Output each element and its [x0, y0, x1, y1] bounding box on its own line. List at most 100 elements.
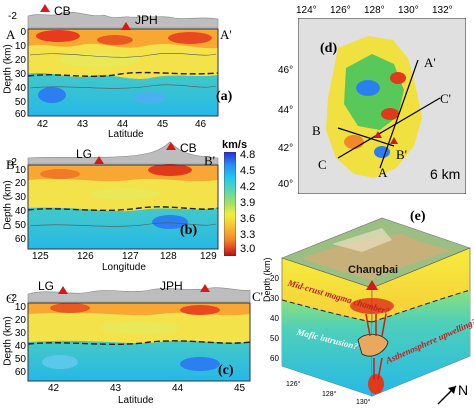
depth-tick: 40 — [14, 206, 26, 217]
lon-tick: 124° — [296, 5, 317, 16]
colorbar-tick: 4.8 — [240, 149, 256, 161]
depth-tick: 0 — [20, 27, 26, 38]
volcano-label: CB — [180, 141, 197, 155]
lon-tick: 126° — [330, 5, 351, 16]
volcano-marker-icon — [121, 22, 131, 30]
volcano-marker-icon — [166, 142, 176, 150]
y-axis-label: Depth (km) — [2, 180, 14, 230]
map-line-label: B — [312, 123, 321, 138]
depth-ticks: 10 20 30 40 50 60 — [12, 303, 26, 387]
volcano-marker-icon — [374, 131, 382, 138]
block-graphic — [281, 217, 471, 405]
block-depth-tick: 50 — [270, 334, 279, 343]
colorbar-tick: 3.3 — [240, 229, 256, 241]
x-tick: 127 — [122, 251, 139, 262]
colorbar-gradient — [224, 152, 236, 256]
block-3d-panel: (e) Changbai Mid-crust magma chamber? Ma… — [262, 204, 474, 410]
x-tick: 129 — [200, 251, 217, 262]
lon-tick: 132° — [432, 5, 453, 16]
colorbar-tick: 3.9 — [240, 197, 256, 209]
x-axis-label: Latitude — [108, 129, 144, 140]
depth-ticks: 0 10 20 30 40 50 60 — [12, 28, 26, 120]
topo-tick: -2 — [8, 157, 17, 168]
volcano-marker-icon — [366, 280, 378, 290]
depth-tick: 50 — [14, 220, 26, 231]
profile-start-label: C — [6, 291, 15, 306]
colorbar-unit: km/s — [222, 139, 248, 151]
depth-tick: 60 — [14, 109, 26, 120]
section-a-graphic — [27, 4, 219, 117]
x-tick: 45 — [234, 383, 246, 394]
depth-tick: 30 — [14, 192, 26, 203]
volcano-marker-icon — [40, 4, 50, 12]
volcano-marker-icon — [200, 284, 210, 292]
panel-label: (a) — [216, 89, 233, 104]
depth-ticks: 10 20 30 40 50 60 — [12, 166, 26, 254]
lat-tick: 40° — [278, 179, 294, 190]
depth-tick: 50 — [14, 97, 26, 108]
block-depth-tick: 30 — [270, 294, 279, 303]
x-tick: 44 — [172, 383, 184, 394]
depth-slice-label: 6 km — [430, 166, 461, 182]
depth-tick: 10 — [14, 165, 26, 176]
panel-label: (e) — [410, 209, 426, 224]
colorbar-tick: 4.5 — [240, 165, 256, 177]
panel-label: (c) — [218, 363, 234, 378]
depth-tick: 10 — [14, 41, 26, 52]
lat-tick: 44° — [278, 105, 294, 116]
x-tick: 46 — [195, 119, 207, 130]
lon-tick: 130° — [398, 5, 419, 16]
profile-start-label: B — [6, 157, 15, 172]
depth-tick: 60 — [14, 367, 26, 378]
y-axis-label: Depth (km) — [2, 316, 14, 366]
x-tick: 45 — [157, 119, 169, 130]
colorbar-tick: 4.2 — [240, 181, 256, 193]
x-axis-label: Latitude — [118, 395, 154, 406]
depth-tick: 20 — [14, 315, 26, 326]
x-tick: 43 — [77, 119, 89, 130]
map-line-label: C — [318, 157, 327, 172]
volcano-label: CB — [54, 4, 71, 18]
volcano-label: JPH — [160, 279, 183, 293]
x-tick: 43 — [110, 383, 122, 394]
map-line-label: B' — [396, 147, 408, 162]
map-graphic — [298, 18, 466, 194]
panel-label: (d) — [320, 41, 338, 56]
x-tick: 128 — [160, 251, 177, 262]
place-label: Changbai — [348, 264, 399, 276]
block-lon-tick: 130° — [356, 399, 371, 406]
volcano-label: LG — [76, 147, 93, 161]
lon-tick: 128° — [364, 5, 385, 16]
x-tick: 125 — [32, 251, 49, 262]
lat-tick: 46° — [278, 65, 294, 76]
volcano-label: JPH — [135, 13, 158, 27]
x-tick: 42 — [37, 119, 49, 130]
depth-tick: 20 — [14, 55, 26, 66]
block-depth-tick: 40 — [270, 314, 279, 323]
block-lon-tick: 126° — [286, 381, 301, 388]
depth-tick: 10 — [14, 302, 26, 313]
section-c: -2 C C' LG JPH 10 20 30 40 50 60 Depth (… — [0, 272, 270, 410]
colorbar-tick: 3.0 — [240, 243, 256, 255]
depth-tick: 30 — [14, 328, 26, 339]
block-depth-tick: 20 — [270, 274, 279, 283]
map-panel: 124° 126° 128° 130° 132° 46° 44° 42° 40°… — [278, 0, 474, 200]
x-tick: 126 — [77, 251, 94, 262]
topo-tick: -2 — [8, 293, 17, 304]
x-tick: 42 — [48, 383, 60, 394]
block-lon-tick: 128° — [322, 391, 337, 398]
section-a: -2 A A' CB JPH 0 10 20 30 40 50 60 Depth… — [0, 0, 240, 140]
volcano-label: LG — [38, 279, 55, 293]
depth-tick: 40 — [14, 341, 26, 352]
volcano-marker-icon — [390, 137, 398, 144]
north-label: N — [458, 382, 469, 398]
profile-end-label: B' — [204, 153, 216, 168]
colorbar: km/s 4.8 4.5 4.2 3.9 3.6 3.3 3.0 — [222, 139, 270, 260]
depth-tick: 30 — [14, 69, 26, 80]
lat-tick: 42° — [278, 143, 294, 154]
colorbar-tick: 3.6 — [240, 213, 256, 225]
volcano-marker-icon — [94, 156, 104, 164]
profile-end-label: A' — [220, 27, 232, 42]
depth-tick: 20 — [14, 178, 26, 189]
section-c-graphic — [27, 284, 251, 382]
